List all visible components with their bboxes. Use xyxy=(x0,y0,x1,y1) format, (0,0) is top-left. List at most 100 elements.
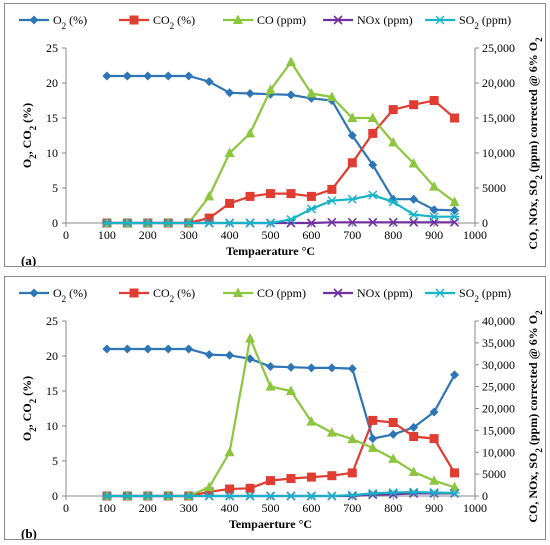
data-point-so2 xyxy=(347,194,358,204)
x-tick-label: 600 xyxy=(302,501,320,515)
panel-label: (b) xyxy=(21,526,37,539)
data-point-o2 xyxy=(450,370,460,380)
data-point-co2 xyxy=(204,487,214,497)
data-point-so2 xyxy=(183,491,194,501)
x-tick-label: 100 xyxy=(98,228,116,242)
data-point-so2 xyxy=(388,197,399,207)
data-point-so2 xyxy=(101,218,112,228)
data-point-co xyxy=(347,112,358,122)
data-point-co xyxy=(224,147,235,157)
data-point-co2 xyxy=(286,189,296,199)
y-right-tick-label: 0 xyxy=(482,489,488,503)
data-point-o2 xyxy=(429,407,439,417)
x-tick-label: 700 xyxy=(343,501,361,515)
x-tick-label: 200 xyxy=(139,228,157,242)
legend: O2 (%) CO2 (%) CO (ppm) NOx (ppm) SO2 (ppm) xyxy=(19,286,511,304)
data-point-co xyxy=(245,127,256,138)
legend-item-nox: NOx (ppm) xyxy=(323,286,413,300)
data-point-o2 xyxy=(347,364,357,374)
data-point-nox xyxy=(388,217,398,227)
y-right-tick-label: 25,000 xyxy=(482,41,515,55)
y-right-tick-label: 5000 xyxy=(482,181,506,195)
data-point-o2 xyxy=(245,89,255,98)
x-tick-label: 1000 xyxy=(463,501,487,515)
data-point-o2 xyxy=(450,205,460,215)
data-point-co2 xyxy=(327,471,337,481)
chart-panel-a: O2 (%) CO2 (%) CO (ppm) NOx (ppm) SO2 (ppm) 0… xyxy=(4,3,546,267)
series-line-o2 xyxy=(106,74,455,212)
data-point-co2 xyxy=(286,474,296,483)
data-point-so2 xyxy=(429,212,440,222)
data-point-so2 xyxy=(265,491,276,501)
data-point-co xyxy=(306,88,317,98)
data-point-co xyxy=(285,56,296,66)
y-right-tick-label: 15,000 xyxy=(482,111,515,125)
data-point-co xyxy=(449,481,460,492)
data-point-co2 xyxy=(368,415,378,425)
data-point-o2 xyxy=(409,194,419,204)
y-right-title: CO, NOx, SO2 (ppm) corrected @ 6% O2 xyxy=(526,37,544,250)
data-point-co xyxy=(224,446,235,457)
data-point-co xyxy=(306,416,317,426)
legend-label-co2: CO2 (%) xyxy=(153,286,195,304)
x-axis-title: Tempaerature °C xyxy=(226,244,315,258)
y-left-tick-label: 20 xyxy=(46,349,58,363)
data-point-nox xyxy=(327,217,337,227)
data-point-so2 xyxy=(142,491,153,501)
legend-marker-co2 xyxy=(129,288,139,298)
data-point-o2 xyxy=(184,71,194,81)
y-left-tick-label: 15 xyxy=(46,384,58,398)
chart-a-svg: O2 (%) CO2 (%) CO (ppm) NOx (ppm) SO2 (ppm) 0… xyxy=(19,13,544,266)
data-point-so2 xyxy=(408,210,419,220)
y-left-tick-label: 5 xyxy=(52,181,58,195)
y-right-tick-label: 15,000 xyxy=(482,423,515,437)
legend-item-so2: SO2 (ppm) xyxy=(425,13,511,31)
data-point-nox xyxy=(306,218,316,228)
legend-item-co: CO (ppm) xyxy=(223,286,306,300)
legend-marker-co xyxy=(233,14,243,24)
legend-item-co: CO (ppm) xyxy=(223,13,306,27)
data-point-co2 xyxy=(388,418,398,427)
data-point-o2 xyxy=(347,131,357,140)
data-point-so2 xyxy=(388,488,399,497)
data-point-so2 xyxy=(367,488,378,498)
data-point-co xyxy=(204,481,215,492)
data-point-o2 xyxy=(368,434,378,444)
y-right-tick-label: 35,000 xyxy=(482,336,515,350)
x-tick-label: 0 xyxy=(63,501,69,515)
y-left-tick-label: 0 xyxy=(52,216,58,230)
x-tick-label: 1000 xyxy=(463,228,487,242)
series-co xyxy=(101,56,460,227)
x-tick-label: 400 xyxy=(221,228,239,242)
legend-marker-o2 xyxy=(29,288,39,298)
y-right-tick-label: 10,000 xyxy=(482,445,515,459)
data-point-co2 xyxy=(347,158,357,168)
data-point-so2 xyxy=(183,218,194,228)
series-o2 xyxy=(102,344,460,444)
data-point-co2 xyxy=(409,100,419,110)
series-line-o2 xyxy=(106,347,456,440)
x-tick-label: 700 xyxy=(343,228,361,242)
legend-item-o2: O2 (%) xyxy=(19,286,87,304)
data-point-co xyxy=(449,196,460,206)
data-point-so2 xyxy=(285,215,296,224)
data-point-co xyxy=(326,427,337,437)
data-point-so2 xyxy=(306,491,317,501)
x-tick-label: 200 xyxy=(139,501,157,515)
y-right-tick-label: 40,000 xyxy=(482,314,515,328)
x-tick-label: 800 xyxy=(384,501,402,515)
data-point-so2 xyxy=(408,487,419,497)
series-so2 xyxy=(101,190,460,228)
legend: O2 (%) CO2 (%) CO (ppm) NOx (ppm) SO2 (ppm) xyxy=(19,13,511,31)
x-tick-label: 600 xyxy=(302,228,320,242)
data-point-co xyxy=(245,333,256,343)
data-point-nox xyxy=(409,217,419,227)
data-point-co xyxy=(326,91,337,101)
data-point-co xyxy=(367,442,378,452)
data-point-o2 xyxy=(388,429,398,439)
data-point-co2 xyxy=(306,191,316,201)
data-point-so2 xyxy=(429,488,440,497)
data-point-co xyxy=(429,475,440,485)
data-point-o2 xyxy=(266,362,275,371)
data-point-o2 xyxy=(225,350,235,360)
